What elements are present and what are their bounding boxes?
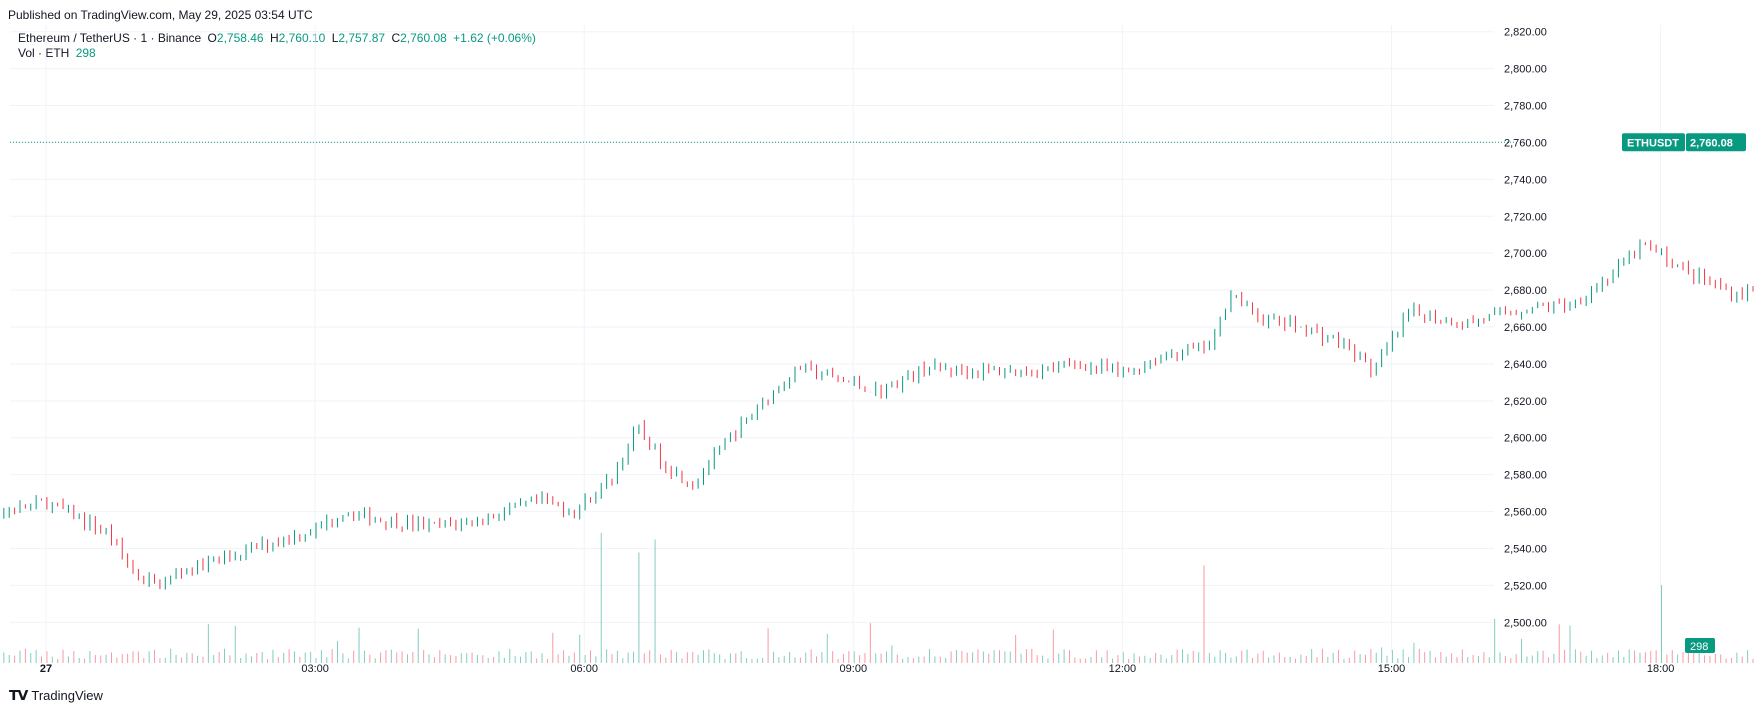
price-tag-value: 2,760.08 [1690, 137, 1733, 149]
price-tag-value-bg [1686, 133, 1746, 152]
published-label: Published on TradingView.com, May 29, 20… [8, 8, 313, 22]
y-tick-label: 2,640.00 [1504, 359, 1547, 371]
legend-low-value: 2,757.87 [338, 31, 386, 45]
volume-label: Vol · ETH [18, 46, 70, 60]
volume-tag: 298 [1690, 641, 1708, 653]
y-tick-label: 2,620.00 [1504, 396, 1547, 408]
y-tick-label: 2,600.00 [1504, 433, 1547, 445]
y-tick-label: 2,820.00 [1504, 27, 1547, 39]
tradingview-logo-icon: 𝗧𝗩 [9, 687, 28, 703]
y-tick-label: 2,740.00 [1504, 174, 1547, 186]
footer-brand-label: TradingView [31, 688, 103, 703]
candles-down [14, 240, 1754, 590]
y-tick-label: 2,760.00 [1504, 137, 1547, 149]
y-tick-label: 2,520.00 [1504, 580, 1547, 592]
y-tick-label: 2,700.00 [1504, 248, 1547, 260]
legend-change: +1.62 (+0.06%) [453, 31, 536, 45]
legend-open-value: 2,758.46 [216, 31, 264, 45]
y-tick-label: 2,580.00 [1504, 470, 1547, 482]
y-tick-label: 2,540.00 [1504, 543, 1547, 555]
legend-high-label: H [269, 31, 279, 45]
y-tick-label: 2,780.00 [1504, 101, 1547, 113]
x-tick-label: 06:00 [570, 663, 598, 675]
x-tick-label: 03:00 [301, 663, 329, 675]
footer-brand[interactable]: 𝗧𝗩 TradingView [9, 687, 103, 704]
legend-open-label: O [207, 31, 217, 45]
x-tick-label: 27 [40, 663, 52, 675]
volume-tag-bg [1685, 638, 1715, 653]
x-tick-label: 09:00 [840, 663, 868, 675]
y-tick-label: 2,800.00 [1504, 64, 1547, 76]
x-tick-label: 18:00 [1647, 663, 1675, 675]
volume-legend[interactable]: Vol · ETH 298 [18, 46, 99, 60]
x-tick-label: 15:00 [1378, 663, 1406, 675]
volume-bars [3, 533, 1754, 663]
y-tick-label: 2,660.00 [1504, 322, 1547, 334]
legend-symbol[interactable]: Ethereum / TetherUS · 1 · Binance [18, 31, 202, 45]
price-tag-symbol-bg [1622, 133, 1685, 152]
x-tick-label: 12:00 [1109, 663, 1137, 675]
legend-low-label: L [331, 31, 339, 45]
y-tick-label: 2,560.00 [1504, 507, 1547, 519]
legend-close-value: 2,760.08 [400, 31, 447, 45]
legend-close-label: C [391, 31, 401, 45]
candles-up [3, 239, 1749, 590]
y-tick-label: 2,500.00 [1504, 617, 1547, 629]
y-tick-label: 2,680.00 [1504, 285, 1547, 297]
symbol-legend[interactable]: Ethereum / TetherUS · 1 · Binance O2,758… [18, 31, 539, 45]
legend-high-value: 2,760.10 [278, 31, 326, 45]
y-tick-label: 2,720.00 [1504, 211, 1547, 223]
price-tag-symbol: ETHUSDT [1627, 137, 1679, 149]
volume-value: 298 [75, 46, 96, 60]
